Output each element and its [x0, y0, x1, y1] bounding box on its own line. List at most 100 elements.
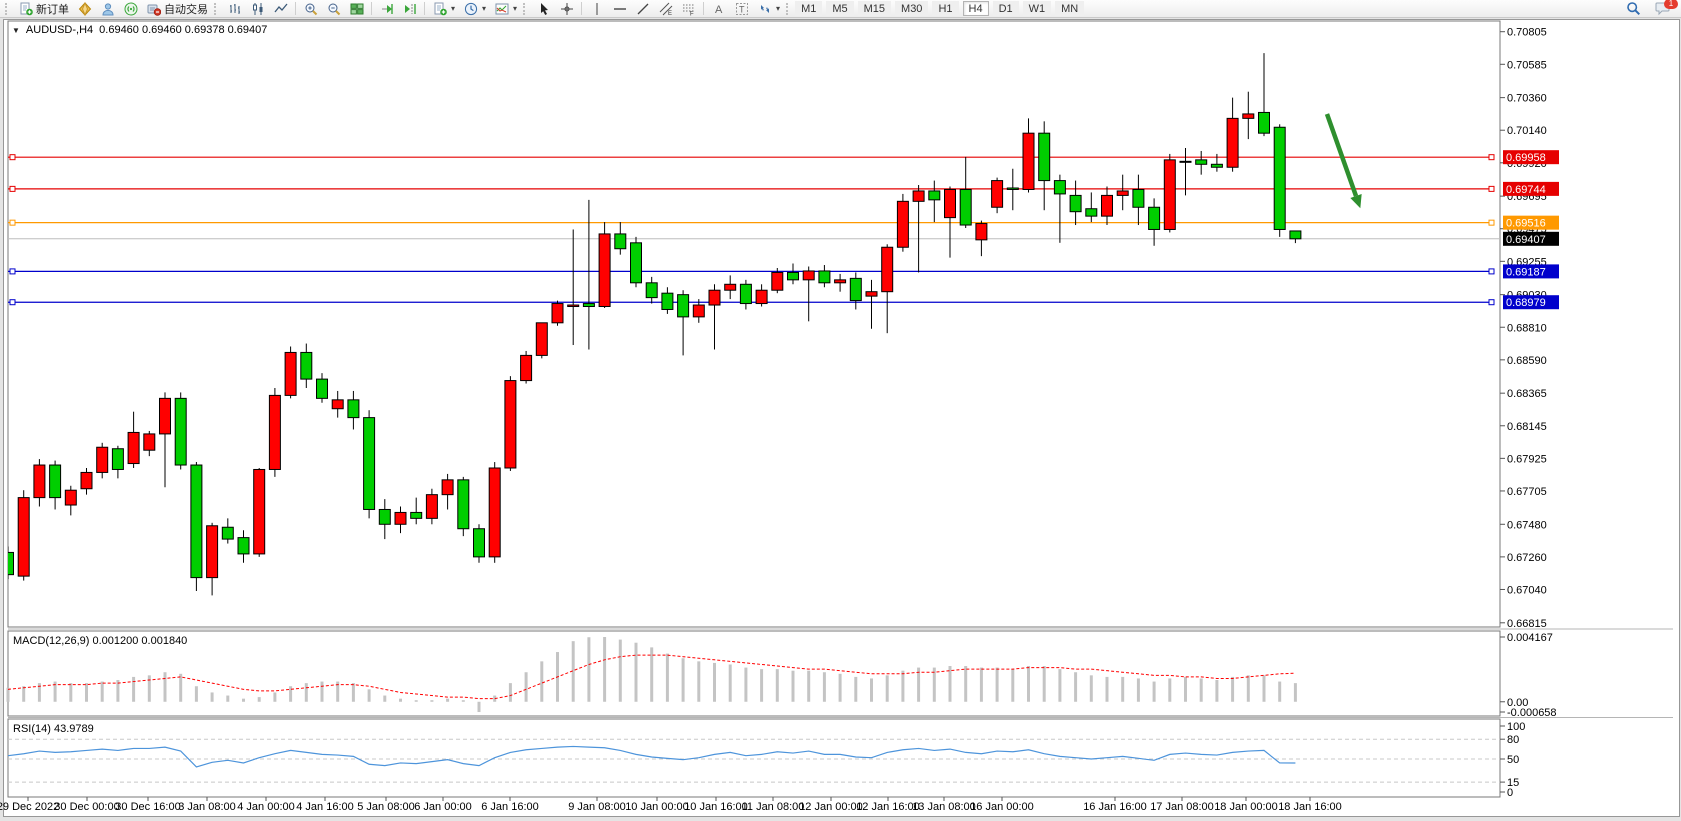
periods-button[interactable]: ▾ [459, 1, 490, 17]
price-axis-label: 0.67480 [1507, 519, 1547, 531]
fibonacci-icon: F [681, 1, 696, 16]
line-anchor[interactable] [9, 185, 16, 192]
price-axis-label: 0.70140 [1507, 125, 1547, 137]
time-axis-label: 5 Jan 08:00 [357, 801, 415, 813]
new-order-button[interactable]: 新订单 [14, 1, 73, 17]
arrows-tool-icon [757, 1, 772, 16]
signals-button[interactable] [119, 1, 142, 17]
price-badge: 0.69744 [1503, 181, 1559, 196]
line-chart-button[interactable] [269, 1, 292, 17]
candle [771, 267, 784, 294]
timeframe-button-D1[interactable]: D1 [992, 1, 1019, 16]
chart-shift-button[interactable] [398, 1, 421, 17]
arrows-tool-button[interactable]: ▾ [753, 1, 784, 17]
toolbar-grip[interactable] [5, 2, 12, 15]
candle [1242, 91, 1255, 140]
line-anchor[interactable] [1488, 268, 1495, 275]
candle [1006, 168, 1019, 211]
line-anchor[interactable] [9, 268, 16, 275]
time-axis-label: 11 Jan 08:00 [742, 801, 805, 813]
tile-windows-button[interactable] [345, 1, 368, 17]
candle [598, 222, 611, 308]
toolbar-grip[interactable] [786, 2, 793, 15]
line-anchor[interactable] [9, 219, 16, 226]
candle [457, 476, 470, 537]
metaeditor-button[interactable] [73, 1, 96, 17]
trend-arrow-annotation[interactable] [1324, 113, 1362, 209]
toolbar-grip[interactable] [214, 2, 221, 15]
timeframe-button-M30[interactable]: M30 [895, 1, 929, 16]
line-anchor[interactable] [9, 154, 16, 161]
candlestick-chart-button[interactable] [246, 1, 269, 17]
trendline-icon [635, 1, 650, 16]
candle [96, 442, 109, 479]
line-anchor[interactable] [1488, 154, 1495, 161]
line-anchor[interactable] [9, 299, 16, 306]
timeframe-button-H1[interactable]: H1 [932, 1, 959, 16]
chart-ohlc-quotes: 0.69460 0.69460 0.69378 0.69407 [99, 24, 268, 36]
horizontal-line[interactable] [8, 185, 1495, 192]
line-anchor[interactable] [1488, 219, 1495, 226]
zoom-in-button[interactable] [299, 1, 322, 17]
timeframe-button-W1[interactable]: W1 [1022, 1, 1052, 16]
price-axis-label: 0.66815 [1507, 618, 1547, 630]
horizontal-line[interactable] [8, 154, 1495, 161]
candlestick-chart-icon [250, 1, 265, 16]
candle [253, 467, 266, 557]
candle [896, 193, 909, 252]
collapse-icon[interactable]: ▼ [12, 25, 20, 35]
candle [535, 322, 548, 359]
text-button[interactable]: A [707, 1, 730, 17]
cursor-button[interactable] [532, 1, 555, 17]
line-anchor[interactable] [1488, 299, 1495, 306]
toolbar-grip[interactable] [523, 2, 530, 15]
candle [1116, 174, 1129, 211]
timeframe-bar: M1 M5 M15 M30 H1 H4 D1 W1 MN [795, 1, 1085, 16]
gold-diamond-icon [77, 1, 92, 16]
notifications-button[interactable]: 1 [1651, 0, 1678, 17]
new-chart-icon [432, 1, 447, 16]
toolbar-separator [581, 2, 583, 15]
community-button[interactable] [96, 1, 119, 17]
candle [80, 467, 93, 495]
toolbar-separator [424, 2, 425, 15]
clock-icon [463, 1, 478, 16]
zoom-out-button[interactable] [322, 1, 345, 17]
auto-scroll-button[interactable] [375, 1, 398, 17]
horizontal-line[interactable] [8, 268, 1495, 275]
new-chart-button[interactable]: ▾ [428, 1, 459, 17]
horizontal-line-icon [612, 1, 627, 16]
indicators-button[interactable]: ▾ [490, 1, 521, 17]
chart-title: ▼ AUDUSD-,H4 0.69460 0.69460 0.69378 0.6… [12, 24, 267, 36]
candle [692, 299, 705, 323]
fibonacci-button[interactable]: F [677, 1, 700, 17]
notification-badge: 1 [1664, 0, 1678, 9]
horizontal-line-button[interactable] [608, 1, 631, 17]
search-button[interactable] [1622, 1, 1645, 17]
vertical-line-button[interactable] [585, 1, 608, 17]
timeframe-button-M5[interactable]: M5 [826, 1, 854, 16]
line-anchor[interactable] [1488, 185, 1495, 192]
bar-chart-button[interactable] [223, 1, 246, 17]
candlestick-series [8, 53, 1302, 596]
price-axis-label: 0.70805 [1507, 27, 1547, 39]
horizontal-line[interactable] [8, 219, 1495, 226]
candle [1210, 153, 1223, 172]
candle [394, 506, 407, 534]
timeframe-button-M15[interactable]: M15 [857, 1, 892, 16]
macd-values: 0.001200 0.001840 [92, 635, 188, 647]
chart-symbol-period: AUDUSD-,H4 [25, 24, 94, 36]
timeframe-button-M1[interactable]: M1 [795, 1, 823, 16]
rsi-value: 43.9789 [53, 723, 94, 735]
text-label-button[interactable]: T [730, 1, 753, 17]
timeframe-button-H4[interactable]: H4 [962, 1, 989, 16]
timeframe-button-MN[interactable]: MN [1055, 1, 1085, 16]
price-axis-label: 0.70360 [1507, 93, 1547, 105]
equidistant-channel-button[interactable]: E [654, 1, 677, 17]
trendline-button[interactable] [631, 1, 654, 17]
crosshair-button[interactable] [555, 1, 578, 17]
autotrading-button[interactable]: 自动交易 [142, 1, 212, 17]
svg-text:E: E [668, 11, 672, 16]
candle [174, 392, 187, 470]
